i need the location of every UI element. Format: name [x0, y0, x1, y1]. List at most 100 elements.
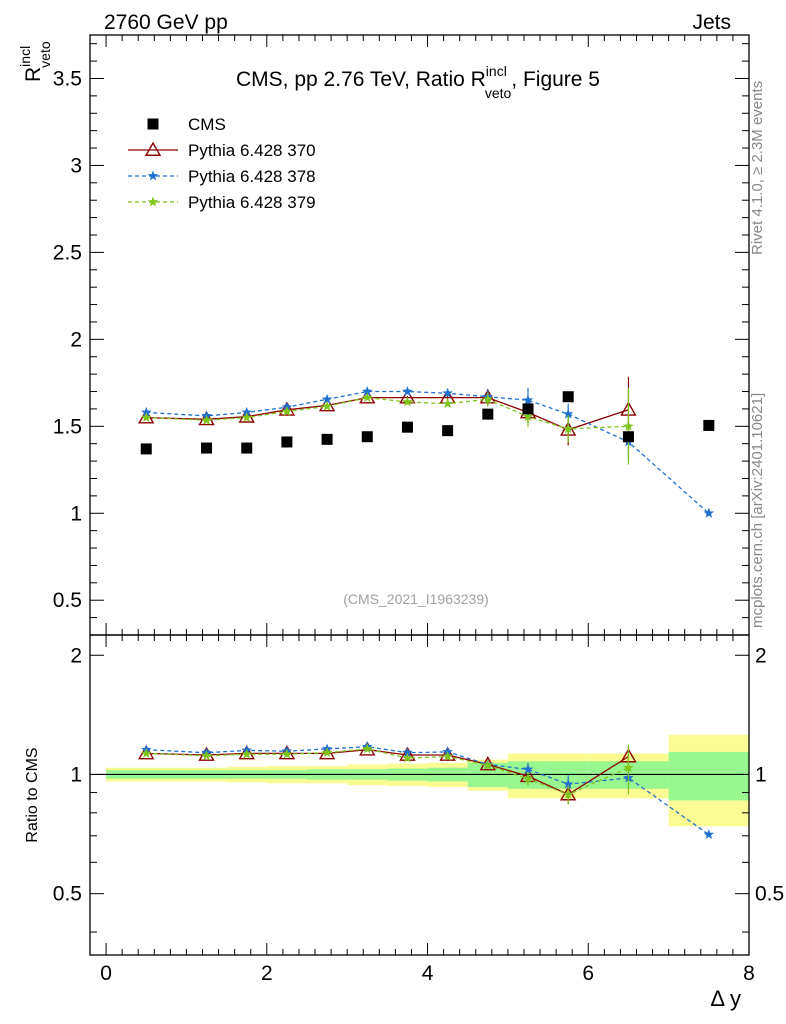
x-tick-label: 6 — [582, 962, 594, 985]
main-point-cms — [562, 391, 574, 403]
ratio-line-pythia-6-428-370 — [146, 749, 629, 796]
main-point-pythia-6-428-378 — [141, 406, 152, 417]
legend-label-pythia-6-428-378: Pythia 6.428 378 — [188, 167, 316, 186]
legend: CMS Pythia 6.428 370 Pythia 6.428 378 Pythi… — [128, 115, 316, 212]
mcplots-source-label: mcplots.cern.ch [arXiv:2401.10621] — [749, 393, 766, 628]
ratio-point-pythia-6-428-379 — [141, 747, 152, 758]
main-point-pythia-6-428-378 — [442, 387, 453, 398]
ratio-axes: 0 2 4 6 8 0.5 0.5 1 1 2 2 — [53, 634, 784, 985]
x-tick-label: 8 — [743, 962, 755, 985]
main-point-pythia-6-428-379 — [141, 412, 152, 423]
legend-marker-pythia-6-428-378 — [147, 170, 159, 181]
main-point-pythia-6-428-378 — [402, 386, 413, 396]
main-point-pythia-6-428-379 — [442, 398, 453, 409]
ratio-point-pythia-6-428-378 — [562, 778, 574, 789]
main-point-pythia-6-428-379 — [522, 411, 534, 422]
main-point-pythia-6-428-379 — [402, 396, 413, 407]
main-axes: 0.5 1 1.5 2 2.5 3 3.5 — [53, 34, 750, 636]
ratio-point-pythia-6-428-379 — [402, 752, 413, 763]
main-point-pythia-6-428-379 — [321, 400, 333, 411]
legend-label-pythia-6-428-370: Pythia 6.428 370 — [188, 141, 316, 160]
header-right: Jets — [692, 11, 731, 34]
legend-marker-pythia-6-428-379 — [147, 196, 159, 207]
ratio-line-pythia-6-428-379 — [146, 748, 629, 796]
header-left: 2760 GeV pp — [104, 11, 228, 34]
ratio-y-tick-label: 1 — [70, 763, 82, 786]
ratio-point-pythia-6-428-378 — [703, 829, 715, 840]
main-point-pythia-6-428-378 — [703, 507, 715, 518]
main-y-axis-label: Rincl veto — [17, 41, 53, 82]
ratio-point-pythia-6-428-379 — [482, 759, 494, 770]
legend-label-pythia-6-428-379: Pythia 6.428 379 — [188, 193, 316, 212]
legend-marker-pythia-6-428-370 — [144, 141, 162, 156]
ratio-y-tick-label: 2 — [70, 644, 82, 667]
main-point-cms — [622, 431, 634, 443]
main-point-cms — [401, 421, 413, 433]
main-line-pythia-6-428-379 — [146, 396, 629, 430]
main-y-tick-label: 2 — [70, 328, 82, 351]
main-point-cms — [140, 443, 152, 455]
ratio-y-tick-label-right: 2 — [755, 644, 767, 667]
main-point-pythia-6-428-379 — [482, 393, 494, 404]
main-y-tick-label: 3.5 — [53, 67, 82, 90]
x-axis-label: Δ y — [710, 986, 741, 1011]
main-point-pythia-6-428-379 — [362, 392, 373, 403]
main-point-pythia-6-428-379 — [623, 420, 634, 431]
ratio-point-pythia-6-428-379 — [241, 748, 252, 759]
main-point-pythia-6-428-370 — [278, 401, 296, 416]
x-tick-label: 2 — [261, 962, 273, 985]
ratio-point-pythia-6-428-379 — [321, 747, 333, 758]
legend-marker-cms — [147, 118, 159, 130]
ratio-point-pythia-6-428-370 — [439, 746, 456, 761]
main-point-pythia-6-428-379 — [201, 414, 212, 425]
main-point-cms — [482, 408, 494, 420]
ratio-frame — [89, 634, 750, 956]
main-point-pythia-6-428-379 — [241, 412, 252, 423]
legend-label-cms: CMS — [188, 115, 226, 134]
main-line-pythia-6-428-370 — [146, 396, 629, 431]
main-point-pythia-6-428-378 — [362, 386, 373, 396]
main-y-tick-label: 2.5 — [53, 241, 82, 264]
ratio-point-pythia-6-428-378 — [522, 763, 534, 774]
main-point-cms — [281, 436, 293, 448]
main-point-pythia-6-428-378 — [522, 394, 534, 405]
main-point-cms — [201, 442, 213, 454]
x-tick-label: 0 — [100, 962, 112, 985]
ratio-point-pythia-6-428-379 — [562, 789, 574, 799]
ratio-point-pythia-6-428-379 — [522, 773, 534, 784]
main-series-layer — [138, 376, 715, 518]
rivet-version-label: Rivet 4.1.0, ≥ 2.3M events — [749, 81, 766, 255]
main-point-cms — [703, 419, 715, 431]
x-tick-label: 4 — [422, 962, 434, 985]
ratio-y-tick-label-right: 1 — [755, 763, 767, 786]
main-point-cms — [522, 403, 534, 415]
ratio-series-layer — [138, 741, 715, 840]
main-point-pythia-6-428-378 — [321, 393, 333, 404]
ratio-point-pythia-6-428-379 — [201, 750, 212, 761]
main-point-cms — [442, 425, 454, 437]
main-y-tick-label: 3 — [70, 154, 82, 177]
ratio-y-tick-label-right: 0.5 — [755, 883, 784, 906]
ratio-point-pythia-6-428-379 — [623, 762, 634, 773]
main-point-cms — [241, 442, 253, 454]
main-point-pythia-6-428-378 — [241, 406, 252, 417]
main-point-cms — [361, 431, 373, 443]
ratio-y-tick-label: 0.5 — [53, 883, 82, 906]
stat-band — [668, 751, 749, 801]
main-point-cms — [321, 433, 333, 445]
ratio-point-pythia-6-428-379 — [442, 751, 453, 761]
ratio-point-pythia-6-428-379 — [362, 743, 373, 754]
ratio-y-axis-label: Ratio to CMS — [24, 747, 41, 842]
analysis-id-watermark: (CMS_2021_I1963239) — [343, 591, 489, 607]
main-point-pythia-6-428-379 — [562, 423, 574, 434]
main-y-tick-label: 1 — [70, 502, 82, 525]
main-point-pythia-6-428-379 — [281, 406, 293, 416]
main-y-tick-label: 1.5 — [53, 415, 82, 438]
main-y-tick-label: 0.5 — [53, 589, 82, 612]
chart-title: CMS, pp 2.76 TeV, Ratio Rincl veto, Figur… — [236, 63, 600, 101]
ratio-point-pythia-6-428-379 — [281, 748, 293, 759]
ratio-point-pythia-6-428-378 — [402, 747, 413, 758]
main-point-pythia-6-428-378 — [562, 408, 574, 419]
